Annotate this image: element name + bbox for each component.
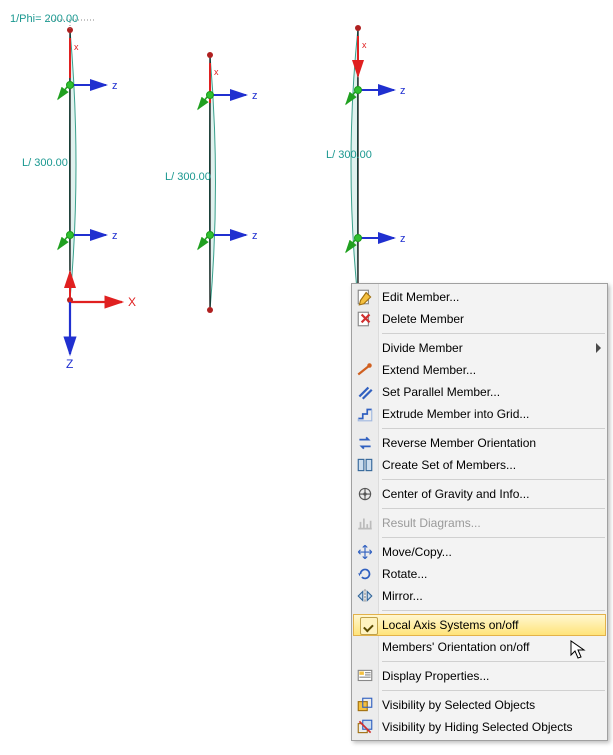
menu-item-label: Local Axis Systems on/off	[382, 618, 519, 632]
menu-item-label: Divide Member	[382, 341, 463, 355]
menu-item[interactable]: Members' Orientation on/off	[352, 636, 607, 658]
menu-item-label: Create Set of Members...	[382, 458, 516, 472]
menu-item-label: Members' Orientation on/off	[382, 640, 529, 654]
menu-item[interactable]: Visibility by Selected Objects	[352, 694, 607, 716]
submenu-arrow-icon	[596, 343, 601, 353]
disp-icon	[356, 667, 374, 685]
menu-item-label: Edit Member...	[382, 290, 459, 304]
menu-item[interactable]: Mirror...	[352, 585, 607, 607]
member-node-top[interactable]	[67, 27, 73, 33]
menu-separator	[382, 610, 605, 611]
extend-icon	[356, 361, 374, 379]
svg-text:x: x	[214, 67, 219, 77]
rotate-icon	[356, 565, 374, 583]
member-label: L/ 300.00	[22, 157, 68, 169]
menu-item-label: Set Parallel Member...	[382, 385, 500, 399]
member-label: 1/Phi= 200.00	[10, 13, 78, 25]
axis-label-z: Z	[66, 357, 73, 371]
menu-item[interactable]: Center of Gravity and Info...	[352, 483, 607, 505]
menu-item-label: Delete Member	[382, 312, 464, 326]
menu-item-label: Display Properties...	[382, 669, 489, 683]
result-icon	[356, 514, 374, 532]
member-node-top[interactable]	[355, 25, 361, 31]
member-label: L/ 300.00	[165, 171, 211, 183]
menu-item[interactable]: Create Set of Members...	[352, 454, 607, 476]
axis-label-z: z	[400, 233, 406, 245]
menu-item[interactable]: Edit Member...	[352, 286, 607, 308]
menu-separator	[382, 428, 605, 429]
menu-item[interactable]: Display Properties...	[352, 665, 607, 687]
axis-label-z: z	[112, 230, 118, 242]
mirror-icon	[356, 587, 374, 605]
reverse-icon	[356, 434, 374, 452]
axis-label-z: z	[252, 230, 258, 242]
cg-icon	[356, 485, 374, 503]
move-icon	[356, 543, 374, 561]
parallel-icon	[356, 383, 374, 401]
menu-item-label: Move/Copy...	[382, 545, 452, 559]
context-menu: Edit Member... Delete Member Divide Member…	[351, 283, 608, 741]
check-icon	[360, 617, 378, 635]
menu-separator	[382, 537, 605, 538]
extrude-icon	[356, 405, 374, 423]
menu-item[interactable]: Rotate...	[352, 563, 607, 585]
menu-item-label: Mirror...	[382, 589, 423, 603]
menu-item-label: Visibility by Hiding Selected Objects	[382, 720, 573, 734]
menu-item: Result Diagrams...	[352, 512, 607, 534]
axis-label-x: X	[128, 295, 136, 309]
menu-item-label: Visibility by Selected Objects	[382, 698, 535, 712]
member-node-top[interactable]	[207, 52, 213, 58]
member-node-bottom[interactable]	[207, 307, 213, 313]
member-shape[interactable]	[351, 28, 358, 300]
menu-separator	[382, 690, 605, 691]
vis1-icon	[356, 696, 374, 714]
set-icon	[356, 456, 374, 474]
menu-item-label: Rotate...	[382, 567, 427, 581]
menu-item-label: Reverse Member Orientation	[382, 436, 536, 450]
menu-item[interactable]: Delete Member	[352, 308, 607, 330]
menu-separator	[382, 508, 605, 509]
svg-text:x: x	[362, 40, 367, 50]
svg-text:x: x	[74, 42, 79, 52]
menu-item-label: Result Diagrams...	[382, 516, 481, 530]
menu-item-label: Extend Member...	[382, 363, 476, 377]
menu-item[interactable]: Reverse Member Orientation	[352, 432, 607, 454]
menu-item[interactable]: Set Parallel Member...	[352, 381, 607, 403]
menu-separator	[382, 479, 605, 480]
axis-label-z: z	[400, 85, 406, 97]
menu-item[interactable]: Visibility by Hiding Selected Objects	[352, 716, 607, 738]
vis2-icon	[356, 718, 374, 736]
member-label: L/ 300.00	[326, 149, 372, 161]
menu-separator	[382, 661, 605, 662]
axis-label-z: z	[112, 80, 118, 92]
menu-item-label: Center of Gravity and Info...	[382, 487, 529, 501]
menu-item[interactable]: Divide Member	[352, 337, 607, 359]
menu-item[interactable]: Extrude Member into Grid...	[352, 403, 607, 425]
menu-separator	[382, 333, 605, 334]
axis-label-z: z	[252, 90, 258, 102]
menu-item-label: Extrude Member into Grid...	[382, 407, 529, 421]
menu-item[interactable]: Extend Member...	[352, 359, 607, 381]
menu-item[interactable]: Local Axis Systems on/off	[353, 614, 606, 636]
delete-icon	[356, 310, 374, 328]
edit-icon	[356, 288, 374, 306]
menu-item[interactable]: Move/Copy...	[352, 541, 607, 563]
